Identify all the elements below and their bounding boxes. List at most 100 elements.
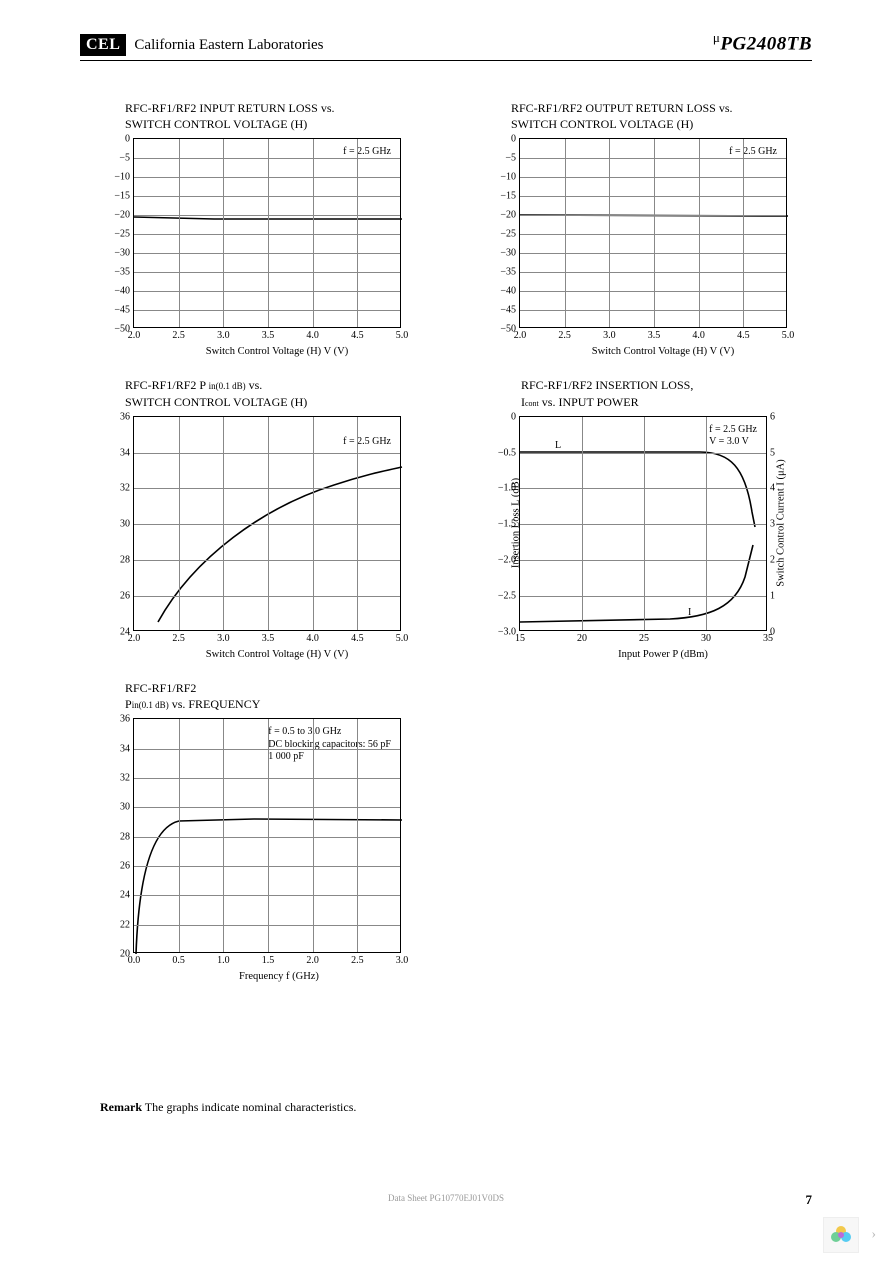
chart4-xlabel: Input Power P (dBm) (519, 649, 807, 660)
page-header: CEL California Eastern Laboratories μPG2… (80, 30, 812, 61)
chart3-title-after: vs. (249, 378, 263, 392)
ytick: −30 (114, 248, 134, 259)
ytick: 22 (120, 919, 134, 930)
ytick: −5 (505, 153, 520, 164)
flower-icon (823, 1217, 859, 1253)
ytick: −1.5 (498, 519, 520, 530)
ytick: 26 (120, 590, 134, 601)
ytick: 24 (120, 890, 134, 901)
chart3-title-line2: SWITCH CONTROL VOLTAGE (H) (125, 394, 421, 410)
ytick: −2.5 (498, 590, 520, 601)
ytick-right: 0 (766, 626, 775, 637)
ytick: −50 (500, 324, 520, 335)
ytick: 30 (120, 519, 134, 530)
ytick: 30 (120, 802, 134, 813)
remark-text: The graphs indicate nominal characterist… (142, 1100, 356, 1114)
xtick: 0.5 (172, 952, 185, 966)
ytick: −10 (500, 172, 520, 183)
xtick: 2.0 (306, 952, 319, 966)
chart-pin-vs-frequency: RFC-RF1/RF2 Pin(0.1 dB) vs. FREQUENCY 0.… (85, 680, 425, 982)
xtick: 4.0 (692, 327, 705, 341)
chart1-title-line1: RFC-RF1/RF2 INPUT RETURN LOSS vs. (125, 100, 421, 116)
xtick: 2.5 (351, 952, 364, 966)
xtick: 20 (577, 630, 587, 644)
chart5-title2b: vs. FREQUENCY (169, 697, 261, 711)
chart1-curve (134, 139, 400, 327)
ytick: −25 (114, 229, 134, 240)
xtick: 1.5 (262, 952, 275, 966)
ytick: −35 (114, 267, 134, 278)
xtick: 4.5 (737, 327, 750, 341)
ytick: −10 (114, 172, 134, 183)
ytick: −0.5 (498, 447, 520, 458)
ytick: −3.0 (498, 626, 520, 637)
header-left: CEL California Eastern Laboratories (80, 34, 324, 56)
chart2-xlabel: Switch Control Voltage (H) V (V) (519, 346, 807, 357)
ytick: −35 (500, 267, 520, 278)
xtick: 3.5 (262, 630, 275, 644)
ytick: 32 (120, 483, 134, 494)
ytick: 0 (511, 411, 520, 422)
ytick: −50 (114, 324, 134, 335)
chart1-title-line2: SWITCH CONTROL VOLTAGE (H) (125, 116, 421, 132)
chart4-title-line1: RFC-RF1/RF2 INSERTION LOSS, (521, 377, 807, 393)
ytick: −30 (500, 248, 520, 259)
ytick: −15 (114, 191, 134, 202)
ytick-right: 3 (766, 519, 775, 530)
ytick: 36 (120, 411, 134, 422)
chart-insertion-loss: RFC-RF1/RF2 INSERTION LOSS, Icont vs. IN… (471, 377, 807, 659)
xtick: 2.5 (558, 327, 571, 341)
company-name: California Eastern Laboratories (134, 37, 323, 54)
ytick: 20 (120, 949, 134, 960)
cel-logo: CEL (80, 34, 126, 56)
chart4-title-line2: vs. INPUT POWER (542, 395, 639, 409)
ytick: 0 (511, 134, 520, 145)
ytick: 0 (125, 134, 134, 145)
xtick: 3.0 (217, 327, 230, 341)
chart3-title-sub: in(0.1 dB) (209, 381, 246, 391)
chart2-title-line1: RFC-RF1/RF2 OUTPUT RETURN LOSS vs. (511, 100, 807, 116)
chart3-title-line1: RFC-RF1/RF2 P (125, 378, 206, 392)
chart-input-return-loss: RFC-RF1/RF2 INPUT RETURN LOSS vs. SWITCH… (85, 100, 421, 357)
chart5-title2-sub: in(0.1 dB) (132, 700, 169, 710)
ytick: −25 (500, 229, 520, 240)
ytick: 28 (120, 831, 134, 842)
xtick: 4.5 (351, 630, 364, 644)
xtick: 3.0 (603, 327, 616, 341)
ytick: −40 (114, 286, 134, 297)
xtick: 2.5 (172, 327, 185, 341)
page-number: 7 (806, 1192, 813, 1208)
chart5-curve (134, 719, 400, 952)
chart5-title-line1: RFC-RF1/RF2 (125, 680, 425, 696)
chart4-annot-L: L (555, 440, 561, 451)
part-number: μPG2408TB (713, 30, 812, 55)
chart5-xlabel: Frequency f (GHz) (133, 971, 425, 982)
remark-label: Remark (100, 1100, 142, 1114)
viewer-corner: › (823, 1217, 882, 1253)
ytick: −20 (114, 210, 134, 221)
xtick: 4.5 (351, 327, 364, 341)
xtick: 30 (701, 630, 711, 644)
xtick: 3.0 (217, 630, 230, 644)
ytick-right: 1 (766, 590, 775, 601)
xtick: 5.0 (782, 327, 795, 341)
chart2-curve (520, 139, 786, 327)
xtick: 25 (639, 630, 649, 644)
xtick: 1.0 (217, 952, 230, 966)
ytick: −15 (500, 191, 520, 202)
ytick: 34 (120, 743, 134, 754)
xtick: 3.5 (262, 327, 275, 341)
chevron-right-icon[interactable]: › (865, 1227, 882, 1243)
chart3-curve (134, 417, 400, 630)
ytick: −2.0 (498, 555, 520, 566)
chart2-title-line2: SWITCH CONTROL VOLTAGE (H) (511, 116, 807, 132)
xtick: 2.5 (172, 630, 185, 644)
ytick: 34 (120, 447, 134, 458)
xtick: 5.0 (396, 630, 409, 644)
chart3-xlabel: Switch Control Voltage (H) V (V) (133, 649, 421, 660)
ytick: 32 (120, 772, 134, 783)
ytick: −45 (114, 305, 134, 316)
chart5-title2a: P (125, 697, 132, 711)
ytick-right: 5 (766, 447, 775, 458)
ytick: 26 (120, 861, 134, 872)
